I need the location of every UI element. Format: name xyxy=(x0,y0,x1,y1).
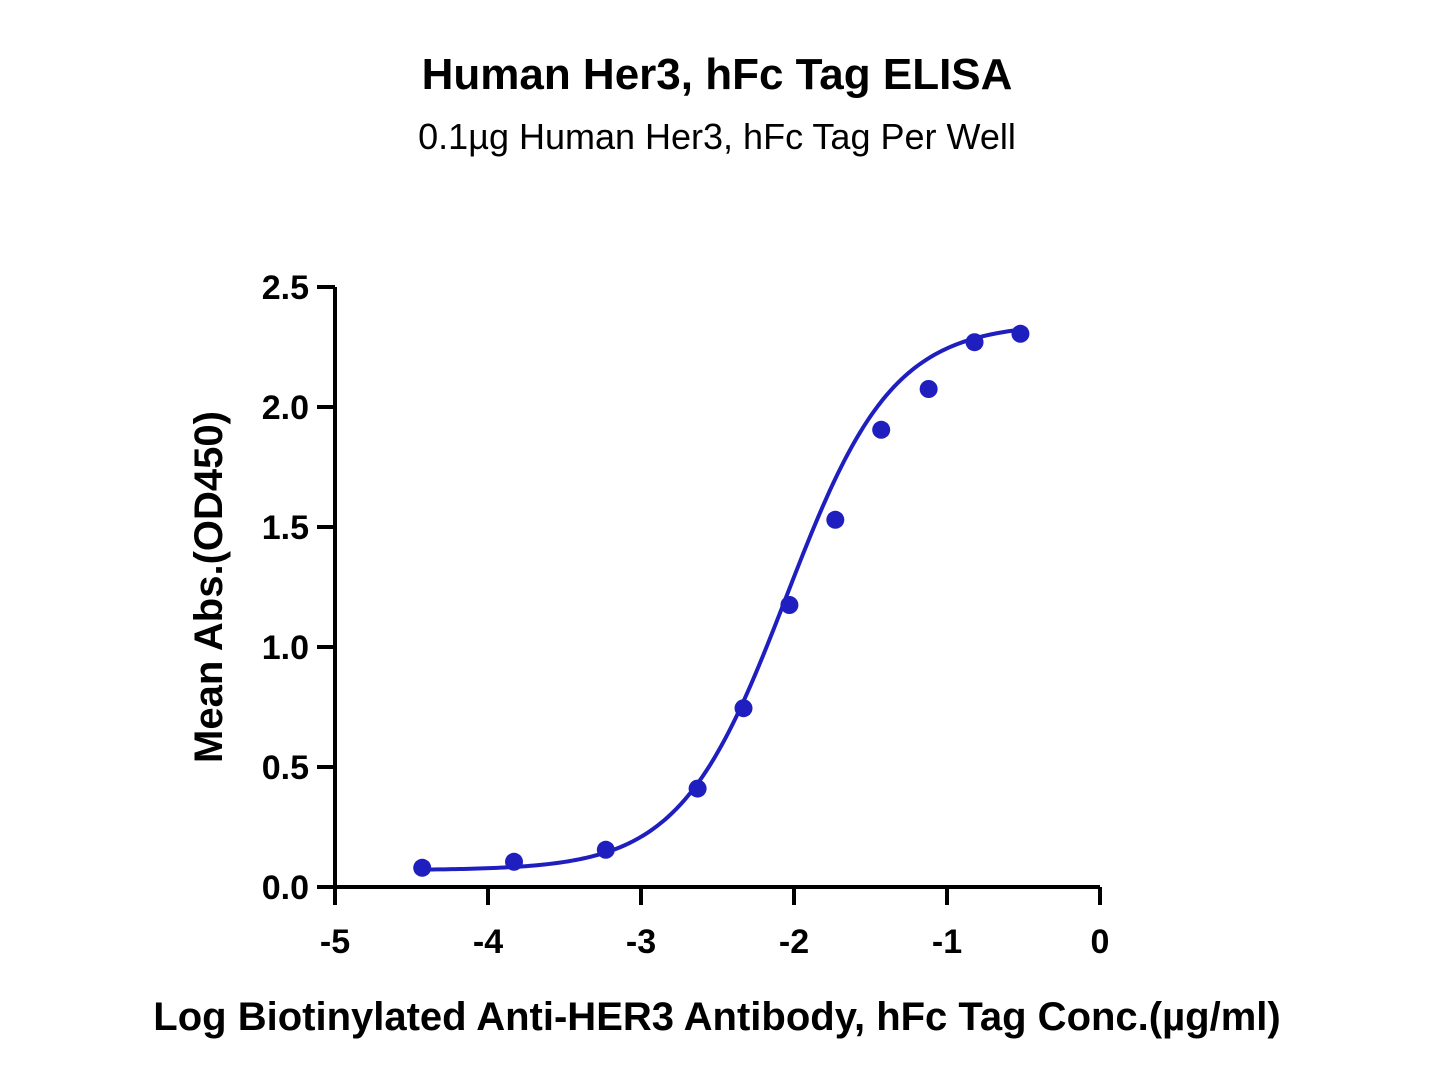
data-point xyxy=(919,380,938,398)
x-tick-label: -2 xyxy=(779,923,809,961)
data-point xyxy=(965,333,984,352)
x-tick-label: -5 xyxy=(320,923,350,961)
x-tick-label: -3 xyxy=(626,923,656,961)
data-points-layer xyxy=(413,324,1030,877)
y-tick-label: 0.5 xyxy=(262,749,309,787)
x-axis-title: Log Biotinylated Anti-HER3 Antibody, hFc… xyxy=(153,995,1280,1039)
fit-curve-layer xyxy=(422,327,1021,872)
x-tick-label: 0 xyxy=(1091,923,1110,961)
data-point xyxy=(872,420,891,439)
chart-subtitle: 0.1µg Human Her3, hFc Tag Per Well xyxy=(418,116,1016,157)
tick-labels-layer: -5 -4 -3 -2 -1 0 0.0 0.5 1.0 1.5 2.0 2.5 xyxy=(262,269,1110,961)
x-tick-label: -4 xyxy=(473,923,503,961)
chart-title: Human Her3, hFc Tag ELISA xyxy=(421,50,1013,99)
data-point xyxy=(505,852,524,871)
data-point xyxy=(780,596,799,614)
y-axis-title: Mean Abs.(OD450) xyxy=(187,411,231,763)
data-point xyxy=(688,779,707,798)
data-point xyxy=(734,699,753,718)
y-tick-label: 1.0 xyxy=(262,629,309,667)
x-tick-label: -1 xyxy=(932,923,962,961)
fit-curve xyxy=(422,327,1021,872)
data-point xyxy=(1011,324,1030,343)
data-point xyxy=(596,840,615,859)
y-tick-label: 2.0 xyxy=(262,389,309,427)
y-tick-label: 1.5 xyxy=(262,509,309,547)
y-tick-label: 2.5 xyxy=(262,269,309,307)
axes xyxy=(317,285,1102,905)
data-point xyxy=(413,858,432,877)
data-point xyxy=(826,510,845,529)
y-tick-label: 0.0 xyxy=(262,869,309,907)
